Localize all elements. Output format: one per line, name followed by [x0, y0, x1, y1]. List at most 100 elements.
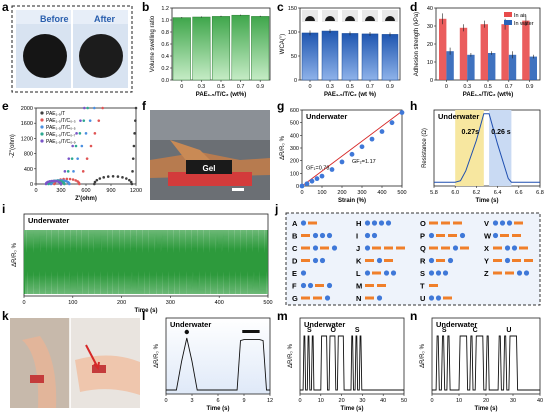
- panel-letter-b: b: [142, 0, 149, 14]
- x-tick-label: 400: [215, 300, 224, 306]
- bar-water: [488, 53, 496, 80]
- x-axis-label: PAE₁.₅/T/C₂ (wt%): [196, 92, 246, 98]
- legend-marker: [40, 111, 44, 115]
- nyquist-point: [71, 178, 75, 181]
- morse-dot: [492, 220, 499, 226]
- legend-label: PAE₁.₅/T/C₀.₃: [46, 118, 76, 124]
- y-tick-label: 20: [427, 42, 433, 48]
- x-tick-label: 6.6: [515, 190, 523, 196]
- y-tick-label: 100: [288, 30, 297, 36]
- y-axis-label: ΔR/R₀ %: [12, 242, 18, 266]
- x-tick-label: 0: [445, 84, 448, 90]
- nyquist-point: [81, 170, 85, 173]
- x-tick-label: 0: [164, 398, 167, 404]
- x-tick-label: 0: [300, 190, 303, 196]
- y-tick-label: 0: [296, 184, 299, 190]
- morse-dot: [331, 245, 338, 251]
- chart-title: Underwater: [436, 320, 477, 329]
- morse-dash: [493, 271, 502, 275]
- nyquist-point: [71, 144, 74, 148]
- nyquist-point: [128, 178, 131, 182]
- morse-dot: [459, 232, 466, 239]
- signal-line: [432, 335, 540, 391]
- nyquist-point: [63, 170, 67, 173]
- x-axis-label: Time (s): [135, 308, 158, 314]
- chart-e: 0 400 800 1200 1600 2000 0 300 600 900 1200 Z'(ohm)…: [10, 106, 142, 202]
- x-tick-label: 0: [180, 84, 183, 90]
- nyquist-point: [74, 144, 78, 148]
- annotation: GF₂=1.17: [352, 159, 376, 165]
- group-letter: S: [442, 327, 447, 334]
- morse-dash: [519, 246, 528, 250]
- x-tick-label: 0.9: [256, 84, 264, 90]
- nyquist-point: [131, 157, 135, 160]
- morse-dot: [442, 270, 449, 276]
- x-tick-label: 6.8: [536, 190, 544, 196]
- nyquist-point: [78, 182, 81, 186]
- data-point: [299, 183, 305, 189]
- y-tick-label: 2000: [21, 106, 33, 112]
- morse-dash: [313, 296, 322, 300]
- morse-dash: [512, 234, 521, 237]
- response-line: [434, 113, 540, 183]
- x-tick-label: 200: [117, 300, 126, 306]
- rise-band: [455, 110, 484, 186]
- legend-swatch: [504, 12, 512, 17]
- panel-letter-a: a: [2, 0, 9, 14]
- morse-dash: [441, 246, 450, 250]
- legend-label: PAE₁.₅/T/C₀.₅: [46, 125, 76, 131]
- y-axis-label: ΔR/R₀ %: [280, 135, 286, 159]
- x-tick-label: 0.3: [198, 84, 206, 90]
- nyquist-point: [106, 175, 110, 178]
- bar-water: [446, 51, 454, 80]
- morse-dot: [504, 245, 511, 251]
- plot-frame: [35, 107, 137, 185]
- morse-dash: [436, 259, 445, 262]
- morse-dash: [460, 246, 469, 250]
- data-point: [389, 120, 395, 126]
- x-tick-label: 0.7: [366, 84, 374, 90]
- morse-dot: [364, 270, 371, 276]
- y-axis-label: WCA(°): [280, 34, 286, 54]
- chart-c: 0 50 100 150 0 0.3 0.5 0.7 0.9 PAE₁.₅/T/C₂ (wt %)…: [280, 6, 401, 98]
- morse-letter: D: [292, 257, 298, 266]
- data-point: [399, 110, 405, 115]
- morse-letter: K: [356, 257, 362, 266]
- y-tick-label: 0.6: [161, 42, 169, 48]
- morse-dot: [371, 232, 378, 239]
- morse-dash: [448, 234, 457, 237]
- x-tick-label: 0: [430, 398, 433, 404]
- x-tick-label: 0: [298, 398, 301, 404]
- bar-water: [508, 54, 517, 80]
- nyquist-point: [116, 175, 120, 178]
- morse-dot: [326, 232, 333, 239]
- chart-l: 0 3 6 9 12 Time (s) ΔR/R₀ % Underwater: [154, 317, 273, 412]
- nyquist-point: [93, 106, 96, 110]
- y-tick-label: 300: [290, 146, 299, 152]
- x-tick-label: 20: [339, 398, 345, 404]
- morse-dot: [435, 295, 442, 301]
- morse-letter: X: [484, 244, 489, 253]
- annotation: GF₁=0.78: [306, 166, 329, 172]
- photo-a-before-label: Before: [40, 14, 69, 24]
- panel-letter-g: g: [277, 99, 284, 113]
- bar-air: [439, 18, 447, 80]
- data-point: [369, 136, 375, 142]
- data-point: [339, 159, 345, 165]
- droplet: [385, 16, 395, 21]
- morse-dash-marker: [242, 330, 260, 333]
- panel-letter-l: l: [142, 309, 145, 323]
- bar-water: [529, 56, 537, 80]
- morse-dot: [312, 245, 319, 251]
- panel-letter-j: j: [274, 202, 278, 216]
- morse-letter: B: [292, 232, 298, 241]
- morse-dot: [307, 282, 314, 289]
- cycling-signal: [23, 229, 269, 295]
- chart-h: 5.8 6.0 6.2 6.4 6.6 6.8 Time (s) Resistance (Ω)…: [422, 109, 544, 204]
- morse-dot: [523, 270, 530, 276]
- y-tick-label: 100: [290, 171, 299, 177]
- y-tick-label: 1600: [21, 121, 33, 127]
- morse-dash: [377, 284, 386, 287]
